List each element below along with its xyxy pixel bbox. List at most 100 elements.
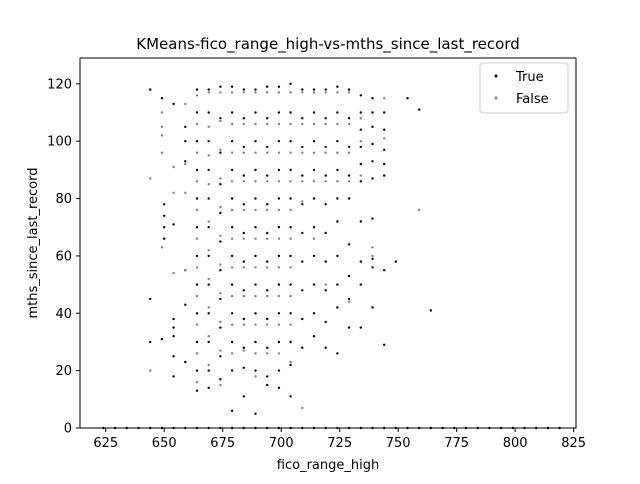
data-point bbox=[195, 369, 199, 372]
data-point bbox=[207, 340, 210, 344]
data-point bbox=[242, 145, 245, 149]
data-point bbox=[242, 91, 245, 94]
data-point bbox=[230, 369, 234, 372]
data-point bbox=[219, 349, 222, 352]
data-point bbox=[383, 343, 386, 346]
data-point bbox=[184, 162, 187, 166]
data-point bbox=[266, 85, 269, 88]
data-point bbox=[312, 91, 316, 94]
data-point bbox=[347, 326, 351, 329]
data-point bbox=[184, 102, 187, 106]
data-point bbox=[359, 326, 362, 329]
data-point bbox=[219, 234, 222, 237]
data-point bbox=[207, 254, 210, 258]
data-point bbox=[230, 352, 234, 355]
data-point bbox=[219, 297, 222, 301]
data-point bbox=[195, 312, 199, 315]
data-point bbox=[277, 197, 281, 200]
data-point bbox=[219, 378, 222, 381]
x-axis-label: fico_range_high bbox=[277, 458, 379, 473]
chart-title: KMeans-fico_range_high-vs-mths_since_las… bbox=[136, 35, 520, 54]
data-point bbox=[230, 180, 234, 183]
data-point bbox=[207, 363, 210, 367]
data-point bbox=[347, 243, 351, 246]
data-point bbox=[312, 180, 316, 183]
legend: True False bbox=[479, 62, 569, 114]
data-point bbox=[324, 203, 327, 206]
data-point bbox=[347, 274, 351, 278]
data-point bbox=[230, 312, 234, 315]
data-point bbox=[394, 260, 397, 263]
data-point bbox=[359, 94, 362, 97]
data-point bbox=[301, 231, 304, 235]
data-point bbox=[336, 151, 339, 154]
data-point bbox=[219, 326, 222, 329]
data-point bbox=[242, 117, 245, 120]
data-point bbox=[163, 203, 166, 206]
data-point bbox=[219, 383, 222, 387]
data-point bbox=[242, 208, 245, 212]
data-point bbox=[184, 140, 187, 143]
data-point bbox=[254, 122, 257, 126]
data-point bbox=[371, 257, 374, 260]
data-point bbox=[266, 231, 269, 235]
data-point bbox=[163, 237, 166, 240]
data-point bbox=[242, 237, 245, 240]
data-point bbox=[277, 352, 281, 355]
data-point bbox=[324, 180, 327, 183]
data-point bbox=[207, 283, 210, 286]
data-point bbox=[254, 323, 257, 326]
data-point bbox=[277, 237, 281, 240]
data-point bbox=[195, 111, 199, 114]
data-point bbox=[289, 168, 292, 172]
data-point bbox=[172, 223, 175, 226]
data-point bbox=[160, 111, 164, 114]
data-point bbox=[406, 97, 409, 100]
data-point bbox=[336, 283, 339, 286]
data-point bbox=[266, 375, 269, 378]
data-point bbox=[172, 102, 175, 106]
data-point bbox=[359, 180, 362, 183]
data-point bbox=[336, 85, 339, 88]
data-point bbox=[312, 140, 316, 143]
data-point bbox=[230, 140, 234, 143]
data-point bbox=[149, 297, 152, 301]
data-point bbox=[277, 168, 281, 172]
data-point bbox=[230, 294, 234, 298]
data-point bbox=[254, 254, 257, 258]
data-point bbox=[207, 154, 210, 157]
data-point bbox=[359, 162, 362, 166]
data-point bbox=[371, 266, 374, 269]
data-point bbox=[254, 283, 257, 286]
data-point bbox=[301, 180, 304, 183]
y-tick-label: 120 bbox=[47, 77, 72, 92]
data-point bbox=[301, 260, 304, 263]
data-point bbox=[195, 237, 199, 240]
data-point bbox=[242, 317, 245, 321]
data-point bbox=[230, 85, 234, 88]
data-point bbox=[219, 269, 222, 272]
data-point bbox=[242, 366, 245, 369]
data-point bbox=[336, 140, 339, 143]
data-point bbox=[230, 208, 234, 212]
data-point bbox=[195, 208, 199, 212]
data-point bbox=[312, 122, 316, 126]
data-point bbox=[230, 283, 234, 286]
data-point bbox=[312, 197, 316, 200]
data-point bbox=[254, 340, 257, 344]
data-point bbox=[207, 125, 210, 128]
x-tick-label: 625 bbox=[93, 436, 118, 451]
data-point bbox=[301, 91, 304, 94]
data-point bbox=[195, 94, 199, 97]
data-point bbox=[242, 395, 245, 398]
x-tick-label: 700 bbox=[269, 436, 294, 451]
data-point bbox=[219, 211, 222, 215]
data-point bbox=[347, 88, 351, 91]
data-point bbox=[277, 208, 281, 212]
data-point bbox=[336, 220, 339, 223]
data-point bbox=[219, 85, 222, 88]
data-point bbox=[289, 111, 292, 114]
data-point bbox=[289, 140, 292, 143]
y-tick-label: 100 bbox=[47, 135, 72, 150]
